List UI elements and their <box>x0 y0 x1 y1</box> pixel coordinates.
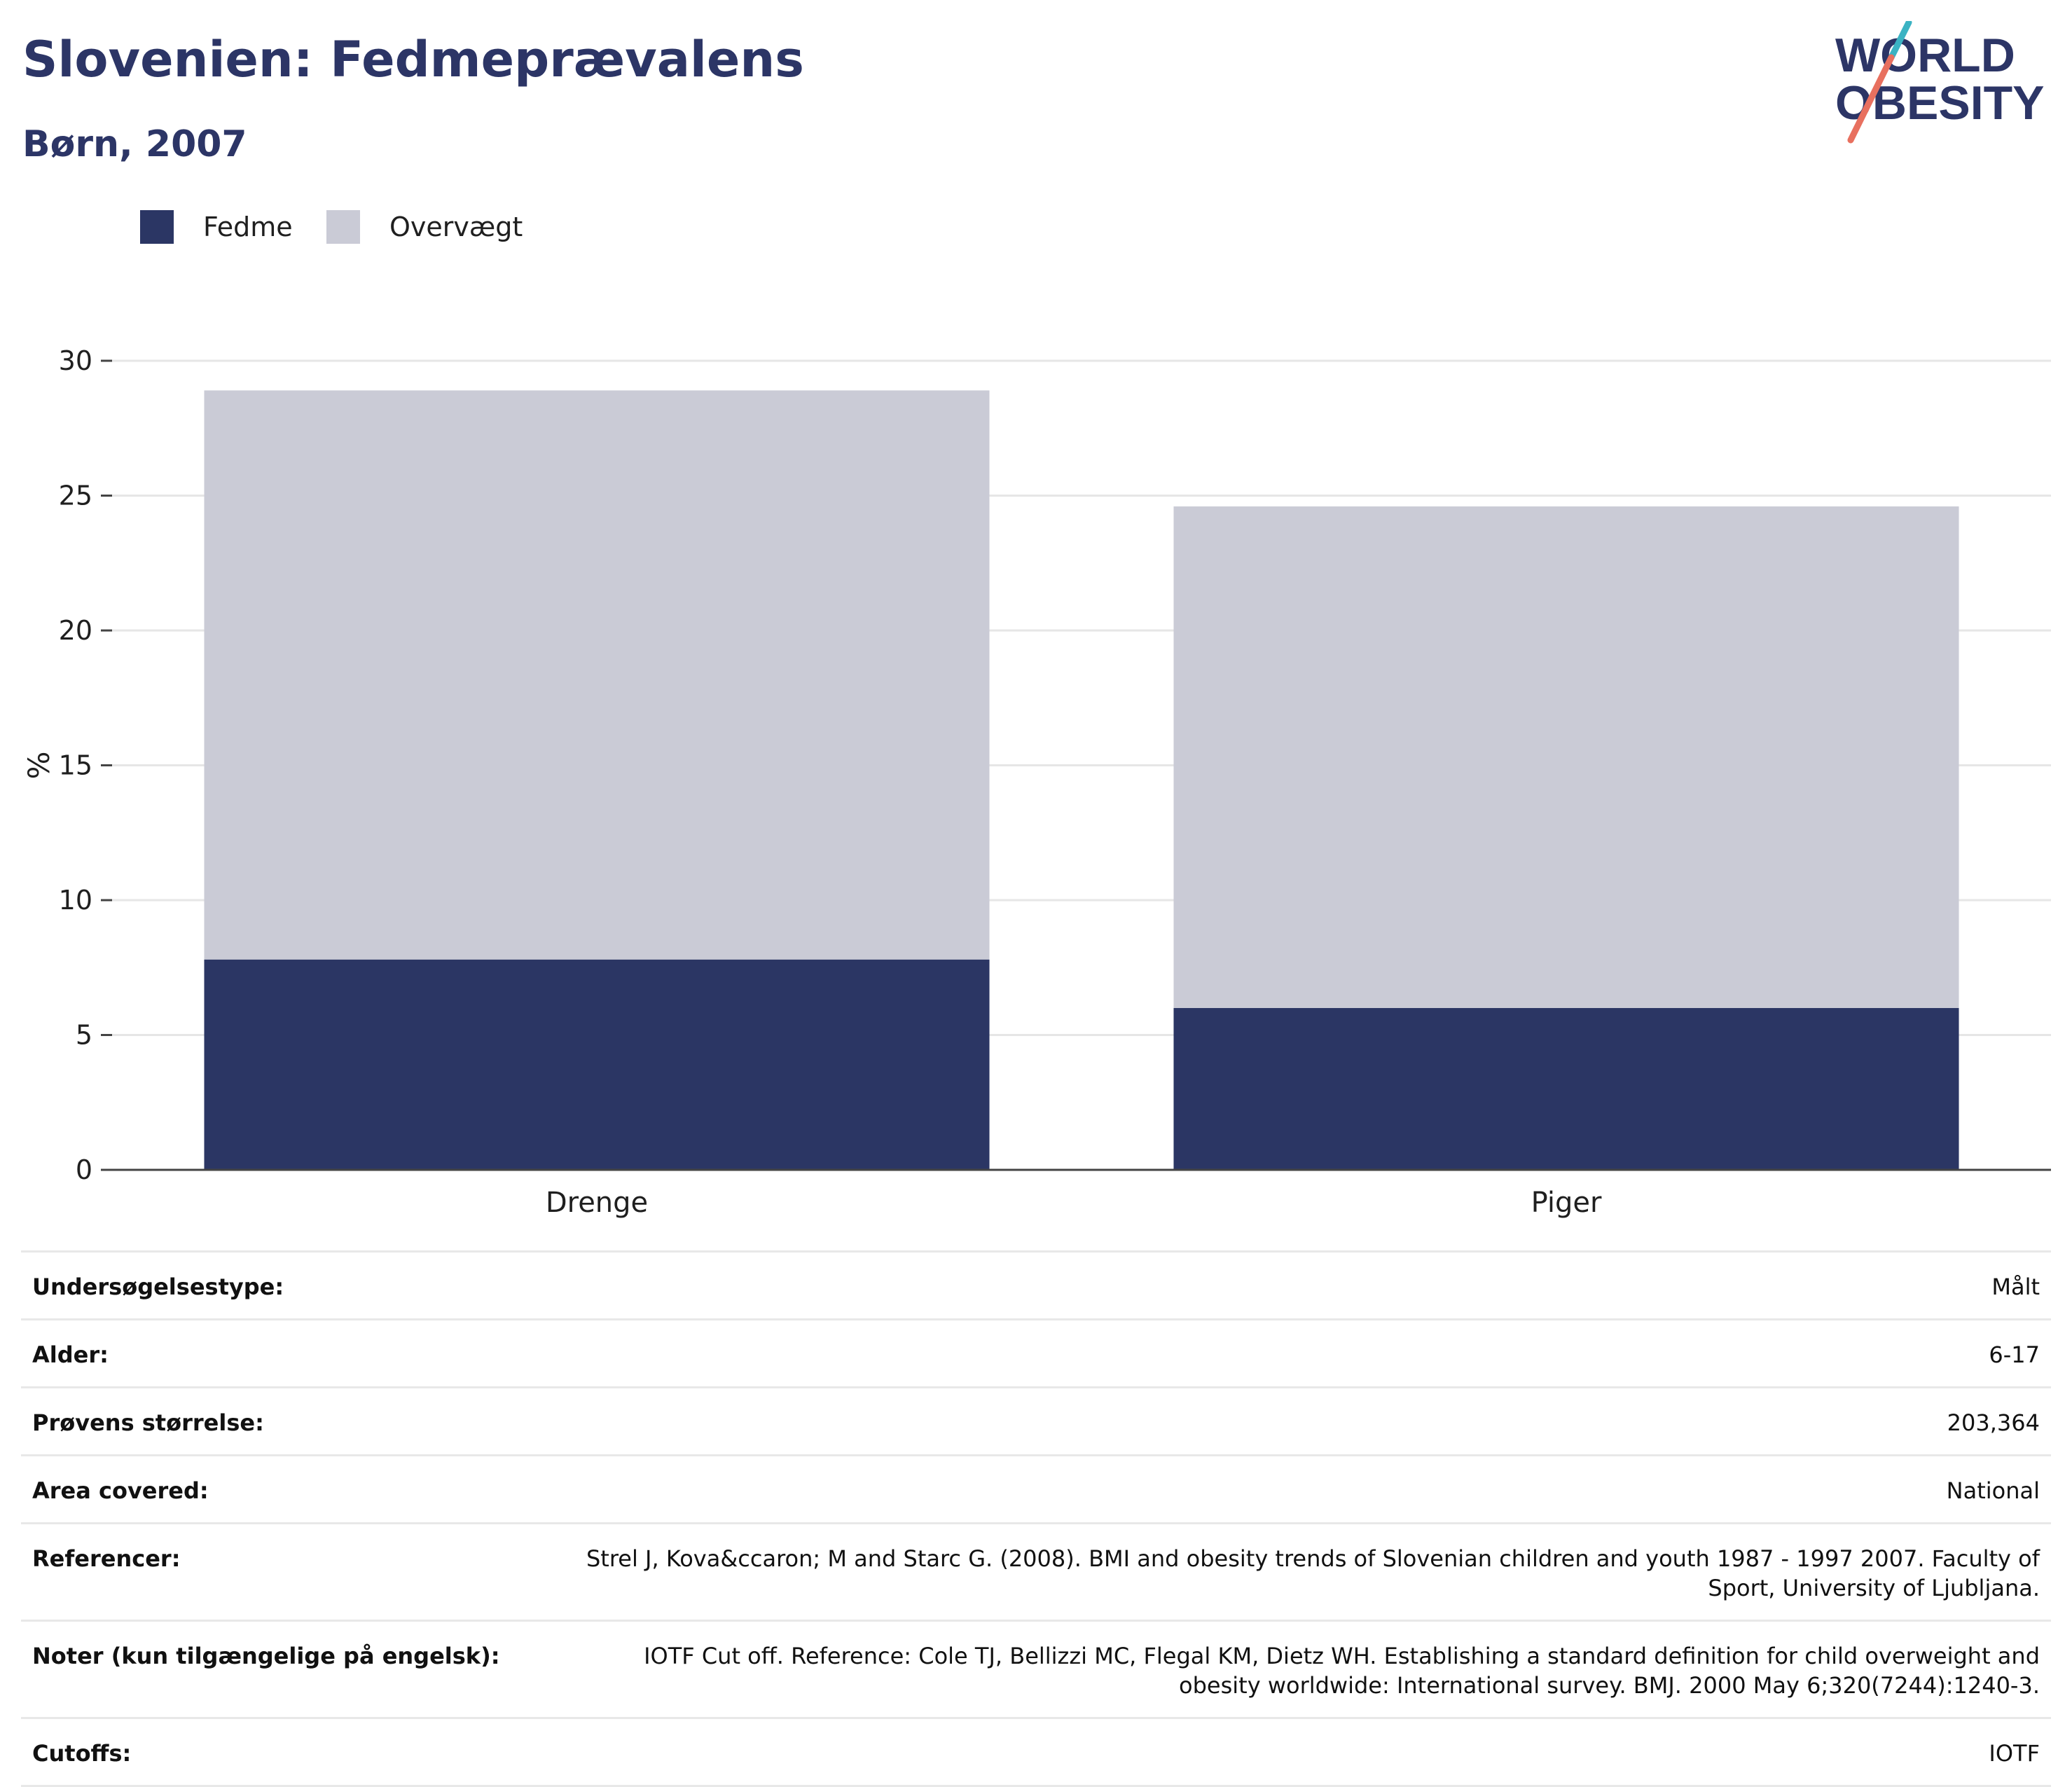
bar-overvaegt <box>204 390 990 960</box>
info-table: Undersøgelsestype: Målt Alder: 6-17 Prøvens … <box>21 1250 2051 1787</box>
y-tick-label: 25 <box>59 481 92 511</box>
logo-slash-coral <box>1847 54 1895 144</box>
legend-swatch-overvaegt <box>326 210 360 244</box>
y-axis-label: % <box>22 752 56 780</box>
bar-fedme <box>204 959 990 1170</box>
info-value: Strel J, Kova&ccaron; M and Starc G. (20… <box>586 1545 2040 1601</box>
info-row: Prøvens størrelse: 203,364 <box>21 1386 2051 1454</box>
info-value: National <box>1946 1477 2040 1504</box>
x-tick-label: Drenge <box>546 1187 648 1219</box>
page-subtitle: Børn, 2007 <box>22 123 247 165</box>
bar-overvaegt <box>1173 506 1959 1008</box>
info-label: Cutoffs: <box>32 1740 132 1767</box>
y-tick-label: 15 <box>59 750 92 781</box>
x-tick-label: Piger <box>1531 1187 1602 1219</box>
info-label: Noter (kun tilgængelige på engelsk): <box>32 1643 500 1669</box>
y-tick-label: 5 <box>76 1020 92 1051</box>
info-row: Referencer: Strel J, Kova&ccaron; M and S… <box>21 1522 2051 1620</box>
info-row: Undersøgelsestype: Målt <box>21 1250 2051 1318</box>
legend-swatch-fedme <box>140 210 174 244</box>
info-value: 203,364 <box>1947 1409 2040 1436</box>
bar-chart: 0 5 10 15 20 25 30% Drenge Piger <box>22 345 2051 1219</box>
y-tick-label: 10 <box>59 885 92 916</box>
info-row: Area covered: National <box>21 1454 2051 1522</box>
info-label: Alder: <box>32 1341 109 1368</box>
y-tick-label: 20 <box>59 615 92 646</box>
info-value: IOTF Cut off. Reference: Cole TJ, Belliz… <box>644 1643 2040 1699</box>
info-label: Area covered: <box>32 1477 209 1504</box>
world-obesity-logo: WORLD OBESITY <box>1835 21 2045 144</box>
logo-slash-teal <box>1888 21 1912 61</box>
info-label: Prøvens størrelse: <box>32 1409 264 1436</box>
info-row: Alder: 6-17 <box>21 1318 2051 1386</box>
info-row: Noter (kun tilgængelige på engelsk): IOTF… <box>21 1620 2051 1717</box>
logo-text-world: WORLD <box>1835 29 2015 82</box>
info-value: 6-17 <box>1989 1341 2040 1368</box>
info-label: Referencer: <box>32 1545 181 1572</box>
info-value: IOTF <box>1989 1740 2040 1767</box>
bar-fedme <box>1173 1008 1959 1170</box>
page-title: Slovenien: Fedmeprævalens <box>22 31 804 88</box>
y-tick-label: 0 <box>76 1154 92 1185</box>
info-row: Cutoffs: IOTF <box>21 1717 2051 1787</box>
info-label: Undersøgelsestype: <box>32 1274 284 1300</box>
legend-label-fedme: Fedme <box>203 212 293 242</box>
y-tick-label: 30 <box>59 345 92 376</box>
legend-label-overvaegt: Overvægt <box>389 212 523 242</box>
info-value: Målt <box>1991 1274 2040 1300</box>
